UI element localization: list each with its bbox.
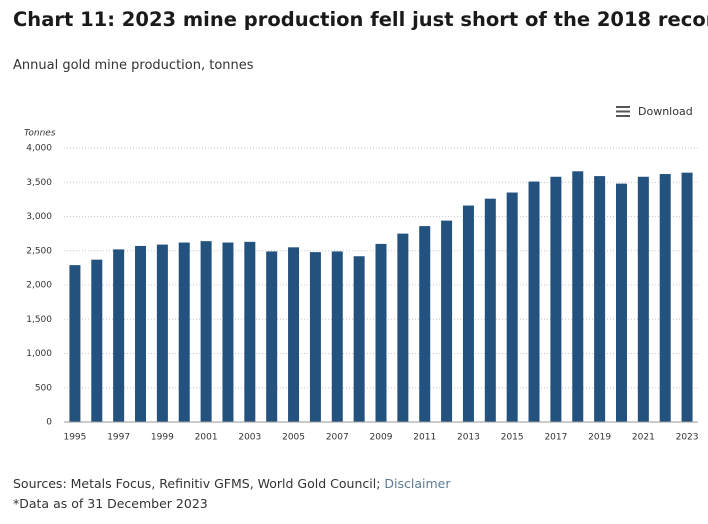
bar xyxy=(178,242,190,422)
x-tick-label: 1999 xyxy=(151,433,174,443)
x-tick-label: 2013 xyxy=(457,433,480,443)
download-label: Download xyxy=(638,105,693,118)
bar xyxy=(200,241,212,422)
sources: Sources: Metals Focus, Refinitiv GFMS, W… xyxy=(13,476,385,491)
bar xyxy=(615,183,627,422)
bar xyxy=(244,241,256,422)
x-tick-label: 1997 xyxy=(107,433,130,443)
x-tick-label: 2017 xyxy=(544,433,567,443)
chart: Tonnes 0 500 1,000 1,500 2,000 2,500 3,000 3,50… xyxy=(24,129,699,443)
y-tick-label: 0 xyxy=(46,418,52,428)
menu-icon xyxy=(616,106,630,117)
bar xyxy=(309,252,321,422)
y-tick-label: 4,000 xyxy=(26,144,52,154)
x-tick-label: 2023 xyxy=(676,433,699,443)
bar xyxy=(353,256,365,422)
bar xyxy=(441,220,453,422)
source-line: Sources: Metals Focus, Refinitiv GFMS, W… xyxy=(13,474,450,494)
bar xyxy=(91,259,103,422)
x-tick-label: 2019 xyxy=(588,433,611,443)
bar xyxy=(156,244,168,422)
chart-subtitle: Annual gold mine production, tonnes xyxy=(13,58,254,73)
bar xyxy=(637,176,649,422)
bar xyxy=(266,251,278,422)
download-button[interactable]: Download xyxy=(616,105,693,118)
y-tick-label: 1,500 xyxy=(26,315,52,325)
x-tick-label: 1995 xyxy=(63,433,86,443)
y-tick-label: 2,000 xyxy=(26,281,52,291)
y-axis-label: Tonnes xyxy=(24,129,56,139)
bar xyxy=(288,247,300,422)
bar xyxy=(550,176,562,422)
disclaimer-link[interactable]: Disclaimer xyxy=(384,476,451,491)
bar xyxy=(113,249,125,422)
y-tick-label: 1,000 xyxy=(26,349,52,359)
bar xyxy=(331,251,343,422)
bar xyxy=(659,174,671,422)
bar xyxy=(222,242,234,422)
bar xyxy=(681,172,693,422)
chart-title: Chart 11: 2023 mine production fell just… xyxy=(13,8,708,31)
bar xyxy=(506,192,518,422)
bar xyxy=(419,226,431,422)
x-tick-label: 2015 xyxy=(501,433,524,443)
y-tick-label: 3,500 xyxy=(26,178,52,188)
x-tick-label: 2021 xyxy=(632,433,655,443)
bar xyxy=(69,265,81,422)
x-tick-label: 2003 xyxy=(238,433,261,443)
bar xyxy=(528,181,540,422)
bar xyxy=(375,243,387,422)
bar xyxy=(397,233,409,422)
x-tick-label: 2007 xyxy=(326,433,349,443)
footer: Sources: Metals Focus, Refinitiv GFMS, W… xyxy=(13,474,450,514)
y-tick-label: 500 xyxy=(35,383,52,393)
y-tick-label: 2,500 xyxy=(26,246,52,256)
x-tick-label: 2011 xyxy=(413,433,436,443)
x-tick-label: 2001 xyxy=(195,433,218,443)
y-tick-label: 3,000 xyxy=(26,212,52,222)
bar xyxy=(484,198,496,422)
footnote: *Data as of 31 December 2023 xyxy=(13,496,208,511)
bar xyxy=(135,245,147,422)
bar xyxy=(462,205,474,422)
bar xyxy=(594,176,606,422)
bar xyxy=(572,171,584,422)
x-tick-label: 2005 xyxy=(282,433,305,443)
x-tick-label: 2009 xyxy=(370,433,393,443)
